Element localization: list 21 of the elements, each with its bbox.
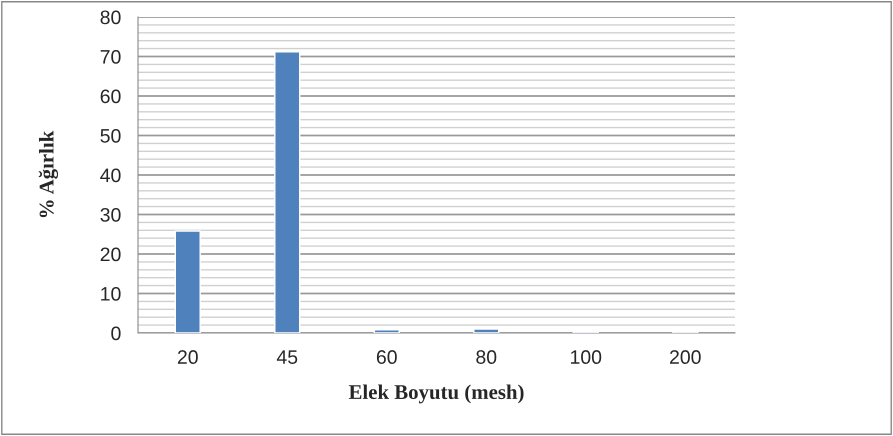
x-tick-label: 100 bbox=[571, 350, 602, 364]
bar bbox=[473, 328, 500, 333]
x-tick-label: 60 bbox=[376, 350, 397, 364]
y-tick-label: 30 bbox=[100, 208, 121, 222]
bar bbox=[174, 230, 201, 333]
y-tick-label: 10 bbox=[101, 286, 121, 301]
x-tick-label: 80 bbox=[476, 350, 496, 364]
x-axis-title: Elek Boyutu (mesh) bbox=[348, 384, 524, 404]
bar bbox=[374, 329, 400, 333]
x-tick-label: 200 bbox=[670, 350, 701, 364]
bar bbox=[274, 51, 300, 333]
y-tick-label: 60 bbox=[100, 89, 121, 104]
y-tick-label: 0 bbox=[111, 326, 121, 340]
y-axis-title: % Ağırlık bbox=[38, 130, 58, 218]
x-tick-label: 45 bbox=[276, 350, 298, 364]
y-tick-label: 80 bbox=[100, 10, 121, 24]
y-tick-label: 70 bbox=[100, 50, 121, 64]
y-tick-label: 50 bbox=[100, 128, 121, 143]
y-tick-label: 40 bbox=[100, 168, 121, 182]
x-tick-label: 20 bbox=[178, 350, 198, 364]
y-tick-label: 20 bbox=[100, 247, 121, 262]
